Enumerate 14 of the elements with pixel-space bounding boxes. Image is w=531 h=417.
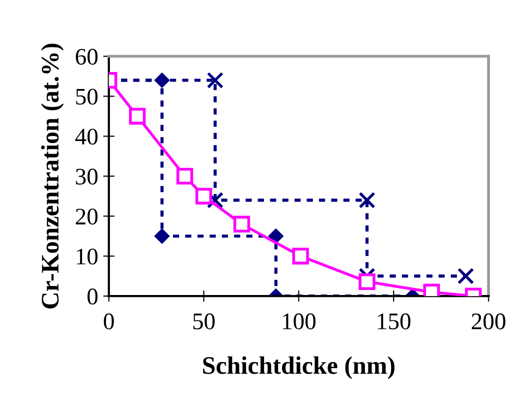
y-tick-label: 30	[76, 168, 98, 185]
x-tick-label: 200	[472, 313, 506, 330]
y-axis-title: Cr-Konzentration (at.%)	[41, 44, 64, 308]
x-tick-label: 50	[193, 313, 215, 330]
y-tick-label: 40	[75, 128, 98, 145]
y-tick-label: 60	[76, 48, 98, 65]
y-tick-label: 50	[76, 88, 98, 105]
x-tick-label: 150	[378, 313, 410, 330]
x-axis-title: Schichtdicke (nm)	[203, 356, 394, 380]
x-tick-label: 0	[104, 313, 114, 330]
y-tick-label: 10	[76, 248, 98, 265]
y-tick-label: 20	[76, 208, 98, 225]
x-tick-label: 100	[283, 313, 316, 330]
y-tick-label: 0	[88, 288, 98, 304]
